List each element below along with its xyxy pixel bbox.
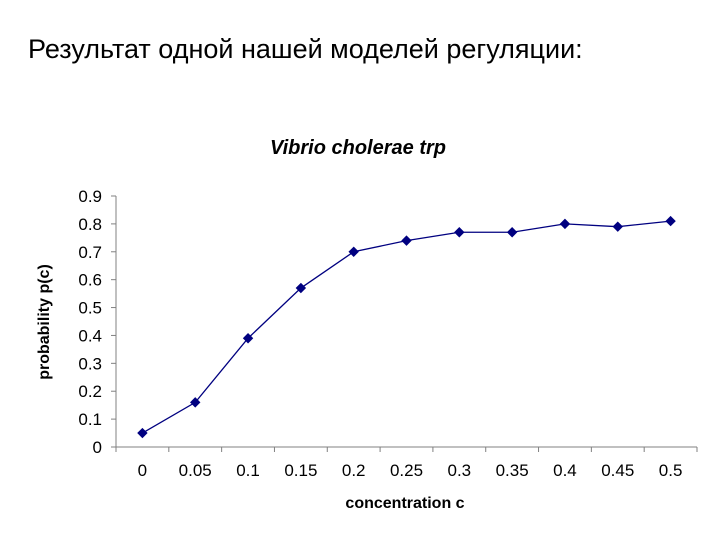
y-tick-label: 0.8 (78, 215, 102, 234)
data-point (348, 246, 359, 257)
data-point (665, 215, 676, 227)
data-point (506, 227, 518, 238)
data-point (190, 397, 201, 408)
data-point (137, 427, 148, 439)
data-point (242, 333, 254, 344)
y-tick-label: 0.2 (78, 382, 102, 401)
x-tick-label: 0.1 (236, 461, 260, 480)
data-point (559, 218, 571, 230)
y-tick-label: 0.6 (78, 271, 102, 290)
y-tick-label: 0 (93, 438, 102, 457)
data-point (454, 227, 465, 238)
y-tick-label: 0.5 (78, 299, 102, 318)
y-tick-label: 0.7 (78, 243, 102, 262)
y-axis-label: probability p(c) (36, 264, 53, 380)
y-ticks: 0 0.1 0.2 0.3 0.4 0.5 0.6 0.7 0.8 0.9 (78, 187, 116, 457)
data-point (612, 221, 623, 232)
x-tick-label: 0.15 (284, 461, 317, 480)
y-tick-label: 0.1 (78, 410, 102, 429)
slide-title: Результат одной нашей моделей регуляции: (28, 34, 583, 64)
x-tick-label: 0.4 (553, 461, 577, 480)
y-tick-label: 0.9 (78, 187, 102, 206)
x-tick-label: 0.05 (179, 461, 212, 480)
series (137, 215, 676, 439)
x-ticks: 0 0.05 0.1 0.15 0.2 0.25 0.3 0.35 0.4 0.45 0.5 (115, 447, 698, 480)
x-tick-label: 0.3 (447, 461, 471, 480)
data-point (401, 235, 412, 246)
x-tick-label: 0.5 (659, 461, 683, 480)
chart-title: Vibrio cholerae trp (270, 137, 446, 159)
x-tick-label: 0.45 (601, 461, 634, 480)
series-line (142, 220, 671, 434)
y-tick-label: 0.3 (78, 354, 102, 373)
x-axis-label: concentration c (345, 495, 464, 512)
x-tick-label: 0 (138, 461, 147, 480)
x-tick-label: 0.25 (390, 461, 423, 480)
x-tick-label: 0.35 (496, 461, 529, 480)
x-tick-label: 0.2 (342, 461, 366, 480)
y-tick-label: 0.4 (78, 326, 102, 345)
data-point (295, 282, 307, 294)
